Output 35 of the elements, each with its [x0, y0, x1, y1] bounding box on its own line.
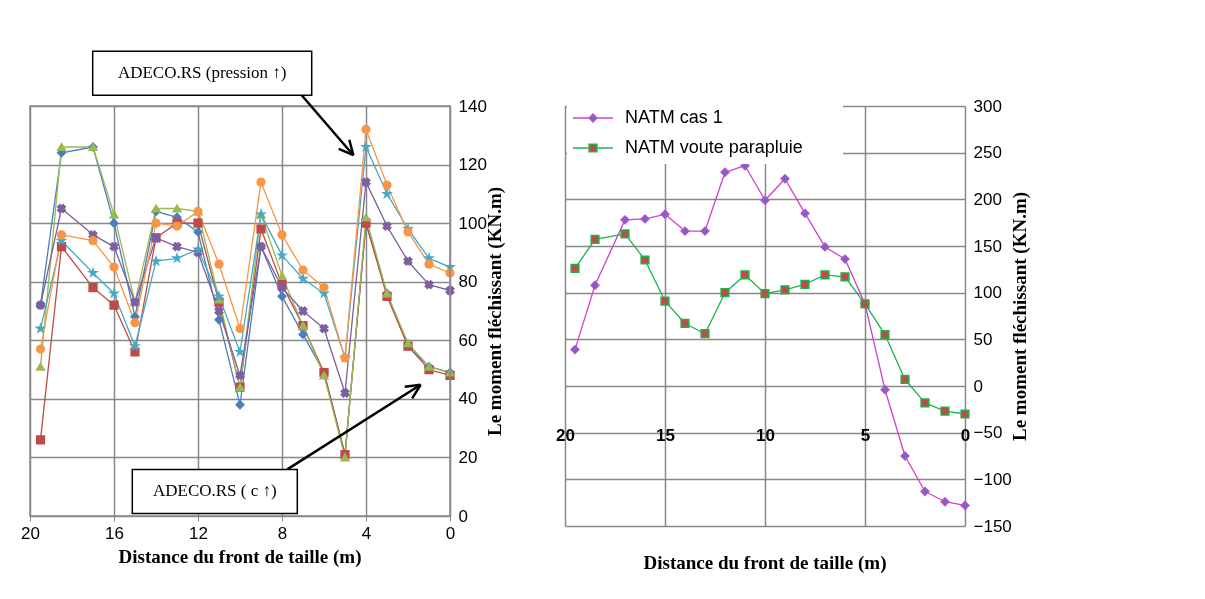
y-tick-label: 250: [973, 143, 1002, 163]
y-tick-label: −100: [973, 469, 1012, 489]
x-tick-label: 16: [105, 523, 124, 543]
y-tick-label: 60: [458, 330, 478, 350]
y-tick-label: 0: [458, 506, 468, 526]
y-tick-label: 50: [973, 329, 993, 349]
y-tick-label: 100: [973, 283, 1002, 303]
y-tick-label: −150: [973, 516, 1012, 536]
y-tick-label: 200: [973, 189, 1002, 209]
x-tick-label: 12: [189, 523, 208, 543]
y-tick-label: 140: [458, 96, 487, 116]
x-axis-title: Distance du front de taille (m): [118, 546, 362, 568]
annotation: ADECO.RS ( c ↑): [152, 481, 277, 501]
y-tick-label: −50: [973, 423, 1003, 443]
x-tick-label: 15: [656, 425, 675, 445]
x-axis-title: Distance du front de taille (m): [643, 552, 887, 574]
x-tick-label: 0: [960, 425, 971, 445]
x-tick-label: 5: [860, 425, 871, 445]
y-tick-label: 20: [458, 447, 478, 467]
y-tick-label: 40: [458, 389, 478, 409]
x-tick-label: 20: [556, 425, 575, 445]
x-tick-label: 4: [361, 523, 372, 543]
x-tick-label: 10: [756, 425, 775, 445]
y-tick-label: 120: [458, 155, 487, 175]
y-tick-label: 300: [973, 96, 1002, 116]
legend-label: NATM cas 1: [625, 107, 723, 127]
legend-label: NATM voute parapluie: [625, 137, 803, 157]
text: ADECO.RS (pression ↑): [117, 63, 287, 83]
x-tick-label: 8: [277, 523, 288, 543]
x-tick-label: 0: [445, 523, 456, 543]
y-tick-label: 80: [458, 272, 478, 292]
y-tick-label: 0: [973, 376, 983, 396]
y-tick-label: 150: [973, 236, 1002, 256]
x-tick-label: 20: [21, 523, 40, 543]
y-axis-title: Le moment fléchissant (KN.m): [1008, 191, 1031, 442]
